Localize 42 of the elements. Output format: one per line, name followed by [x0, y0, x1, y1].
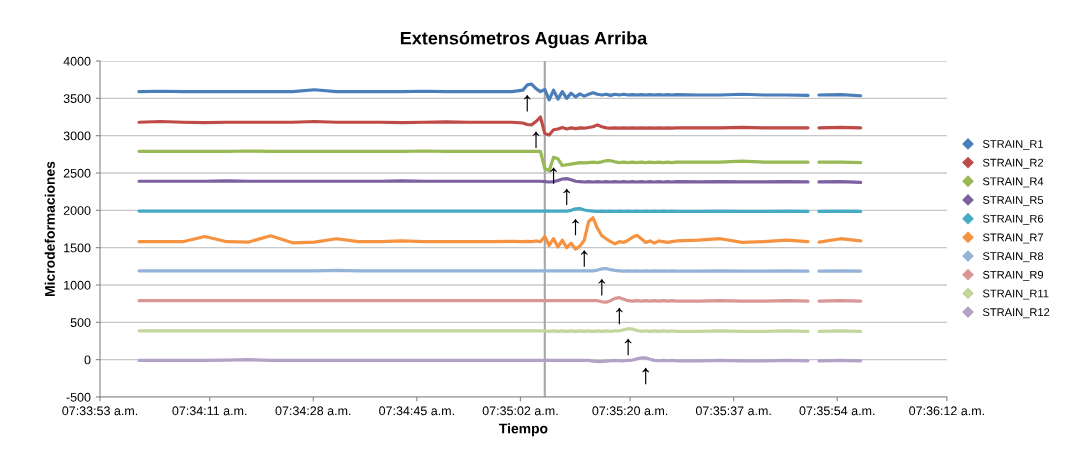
y-tick-label: 2500 — [63, 168, 91, 178]
legend-label: STRAIN_R12 — [982, 308, 1050, 319]
x-tick-label: 07:34:45 a.m. — [379, 406, 454, 416]
legend-label: STRAIN_R2 — [982, 158, 1044, 169]
y-axis-title: Microdeformaciones — [44, 161, 55, 296]
legend-label: STRAIN_R7 — [982, 233, 1044, 244]
y-tick-label: 1000 — [64, 280, 91, 290]
y-tick-label: 500 — [70, 318, 91, 327]
y-tick-label: 3000 — [63, 131, 91, 141]
x-tick-label: 07:33:53 a.m. — [62, 406, 138, 416]
y-tick-label: 1500 — [64, 243, 91, 253]
y-tick-label: 3500 — [63, 94, 91, 103]
x-tick-label: 07:35:37 a.m. — [695, 406, 771, 416]
annotation: ↑ — [624, 338, 632, 356]
annotation: ↑ — [550, 167, 557, 184]
x-tick-label: 07:36:12 a.m. — [909, 406, 984, 416]
x-tick-label: 07:34:11 a.m. — [172, 406, 247, 416]
x-axis-title: Tiempo — [499, 423, 548, 437]
legend-label: STRAIN_R4 — [982, 177, 1044, 188]
legend-label: STRAIN_R1 — [982, 140, 1044, 150]
annotation: ↑ — [572, 218, 579, 236]
y-tick-label: 0 — [84, 355, 91, 365]
y-tick-label: 2000 — [63, 206, 91, 215]
legend-label: STRAIN_R9 — [982, 270, 1044, 281]
x-tick-label: 07:34:28 a.m. — [275, 406, 351, 416]
y-tick-label: -500 — [66, 392, 91, 402]
y-tick-label: 4000 — [63, 56, 91, 66]
annotation: ↑ — [523, 94, 531, 112]
legend-label: STRAIN_R8 — [982, 252, 1044, 263]
x-tick-label: 07:35:54 a.m. — [799, 406, 875, 416]
legend-label: STRAIN_R11 — [982, 289, 1049, 300]
x-tick-label: 07:35:20 a.m. — [592, 406, 668, 416]
annotation: ↑ — [532, 131, 540, 149]
chart-title: Extensómetros Aguas Arriba — [400, 31, 648, 49]
annotation: ↑ — [581, 250, 588, 267]
annotation: ↑ — [598, 279, 606, 296]
annotation: ↑ — [642, 367, 649, 385]
annotation: ↑ — [616, 307, 623, 325]
annotation: ↑ — [563, 188, 570, 206]
legend-label: STRAIN_R5 — [982, 196, 1044, 207]
legend-label: STRAIN_R6 — [982, 214, 1044, 225]
x-tick-label: 07:35:02 a.m. — [482, 406, 558, 416]
